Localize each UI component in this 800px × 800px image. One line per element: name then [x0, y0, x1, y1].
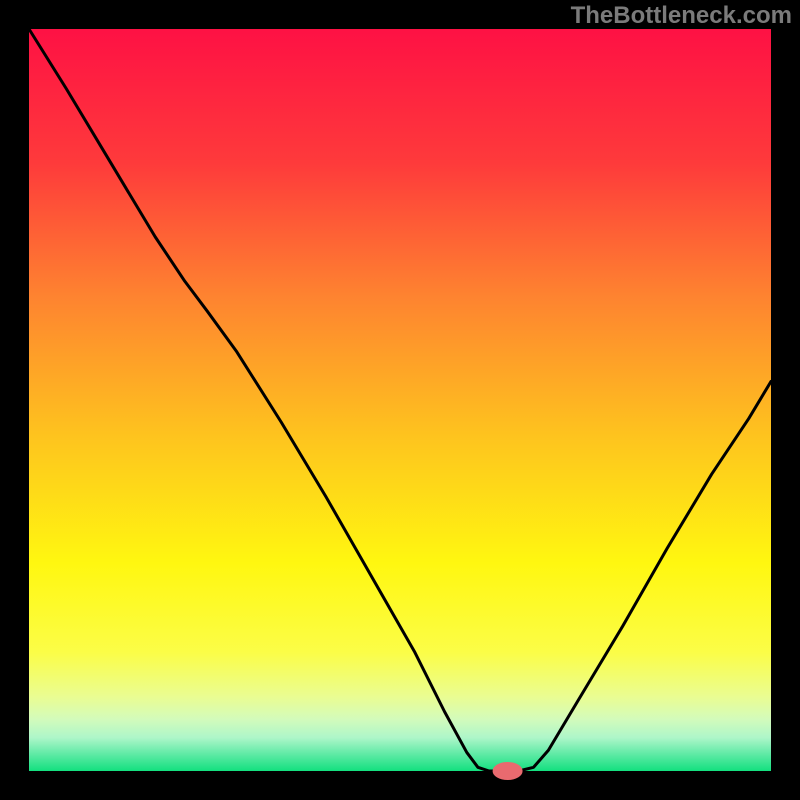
bottleneck-chart [0, 0, 800, 800]
optimal-marker [493, 762, 523, 780]
plot-area [29, 29, 771, 771]
watermark-text: TheBottleneck.com [571, 2, 792, 30]
chart-container: TheBottleneck.com [0, 0, 800, 800]
